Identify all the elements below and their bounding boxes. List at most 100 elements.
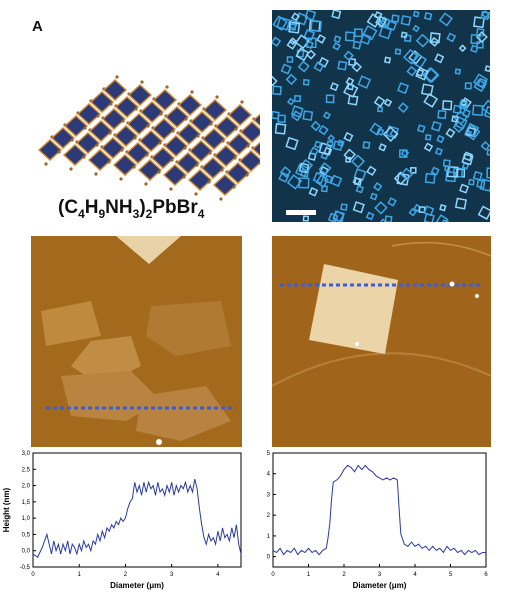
crystal-spot bbox=[373, 95, 386, 108]
x-tick-label: 1 bbox=[307, 572, 311, 578]
organic-cation-dot bbox=[119, 177, 123, 181]
crystal-spot bbox=[326, 140, 334, 148]
crystal-spot bbox=[331, 10, 342, 20]
organic-cation-dot bbox=[183, 146, 187, 150]
crystal-spot bbox=[400, 167, 414, 181]
octahedron bbox=[188, 140, 214, 162]
crystal-spot bbox=[290, 12, 300, 22]
y-tick-label: 0 bbox=[267, 555, 271, 561]
octahedron bbox=[226, 133, 252, 155]
crystal-spot bbox=[278, 171, 290, 183]
crystal-spot bbox=[274, 123, 287, 135]
octahedron bbox=[87, 149, 113, 171]
crystal-spot bbox=[279, 166, 292, 178]
crystal-spot bbox=[423, 11, 433, 21]
crystal-spot bbox=[340, 203, 348, 211]
x-tick-label: 0 bbox=[271, 572, 275, 578]
crystal-spot bbox=[351, 61, 362, 73]
crystal-spot bbox=[304, 10, 317, 21]
octahedron bbox=[162, 164, 188, 186]
crystal-spot bbox=[310, 20, 322, 32]
organic-cation-dot bbox=[259, 132, 260, 136]
crystal-spot bbox=[438, 12, 453, 27]
crystal-spot bbox=[378, 25, 393, 40]
octahedron bbox=[76, 103, 102, 125]
organic-cation-dot bbox=[157, 170, 161, 174]
crystal-spot bbox=[277, 114, 286, 123]
crystal-spot bbox=[302, 110, 314, 121]
crystal-spot bbox=[343, 50, 354, 62]
crystal-spot bbox=[323, 146, 333, 156]
organic-cation-dot bbox=[221, 139, 225, 143]
crystal-spot bbox=[375, 15, 388, 28]
crystal-spot bbox=[446, 165, 459, 178]
crystal-spot bbox=[322, 111, 331, 120]
crystal-spot bbox=[382, 126, 399, 142]
crystal-spot bbox=[430, 166, 440, 176]
octahedron bbox=[189, 111, 215, 133]
crystal-spot bbox=[302, 78, 310, 86]
crystal-spot bbox=[434, 147, 443, 156]
crystal-spot bbox=[444, 165, 451, 172]
crystal-spot bbox=[397, 82, 409, 95]
organic-cation-dot bbox=[165, 85, 169, 89]
crystal-spot bbox=[285, 136, 299, 151]
crystal-spot bbox=[464, 82, 472, 90]
crystal-spot bbox=[272, 75, 278, 87]
crystal-spot bbox=[383, 98, 393, 107]
crystal-spot bbox=[423, 93, 439, 108]
organic-cation-dot bbox=[107, 160, 111, 164]
crystal-spot bbox=[377, 106, 384, 113]
crystal-spot bbox=[327, 134, 336, 143]
crystal-spot bbox=[458, 100, 468, 110]
organic-cation-dot bbox=[170, 158, 174, 162]
crystal-spot bbox=[355, 185, 364, 194]
crystal-spot bbox=[408, 208, 417, 217]
crystal-spot bbox=[293, 95, 301, 103]
fluorescence-micrograph bbox=[272, 10, 490, 222]
organic-cation-dot bbox=[182, 175, 186, 179]
crystal-spot bbox=[288, 21, 301, 34]
crystal-spot bbox=[362, 24, 378, 41]
crystal-spot bbox=[337, 60, 348, 71]
crystal-spot bbox=[451, 115, 459, 123]
organic-cation-dot bbox=[209, 122, 213, 126]
crystal-spot bbox=[343, 82, 359, 98]
crystal-spot bbox=[423, 142, 434, 152]
crystal-spot bbox=[352, 201, 365, 214]
crystal-spot bbox=[280, 63, 292, 75]
crystal-spot bbox=[318, 142, 332, 156]
crystal-spot bbox=[332, 42, 341, 51]
octahedron bbox=[138, 130, 164, 152]
octahedron bbox=[112, 154, 138, 176]
crystal-spot bbox=[353, 177, 362, 186]
crystal-spot bbox=[452, 104, 463, 115]
organic-cation-dot bbox=[233, 156, 237, 160]
organic-cation-dot bbox=[108, 131, 112, 135]
crystal-spot bbox=[302, 215, 310, 222]
height-profile-chart-c: 0 1 2 3 4 -0,5 0,0 0,5 1,0 1,5 2,0 2,5 3,0 Diameter (… bbox=[2, 451, 242, 590]
x-tick-label: 6 bbox=[484, 572, 488, 578]
crystal-spot bbox=[291, 110, 303, 122]
crystal-spot bbox=[475, 31, 488, 44]
octahedron bbox=[139, 101, 165, 123]
crystal-spot bbox=[434, 53, 445, 64]
crystal-spot bbox=[285, 73, 298, 86]
crystal-spot bbox=[430, 120, 442, 132]
crystal-spot bbox=[313, 140, 322, 149]
organic-cation-dot bbox=[245, 173, 249, 177]
crystal-spot bbox=[437, 109, 447, 120]
y-tick-label: 1,5 bbox=[22, 500, 31, 506]
x-tick-label: 4 bbox=[413, 572, 417, 578]
crystal-spot bbox=[366, 13, 382, 28]
crystal-spot bbox=[435, 214, 449, 222]
crystal-spot bbox=[464, 122, 480, 137]
organic-cation-dot bbox=[121, 119, 125, 123]
y-tick-label: 3,0 bbox=[22, 451, 31, 457]
crystal-spot bbox=[391, 14, 400, 23]
crystal-spot bbox=[387, 197, 397, 207]
height-profile-line bbox=[272, 464, 486, 556]
organic-cation-dot bbox=[195, 163, 199, 167]
x-tick-label: 2 bbox=[124, 572, 128, 578]
y-tick-label: 5 bbox=[267, 451, 271, 457]
